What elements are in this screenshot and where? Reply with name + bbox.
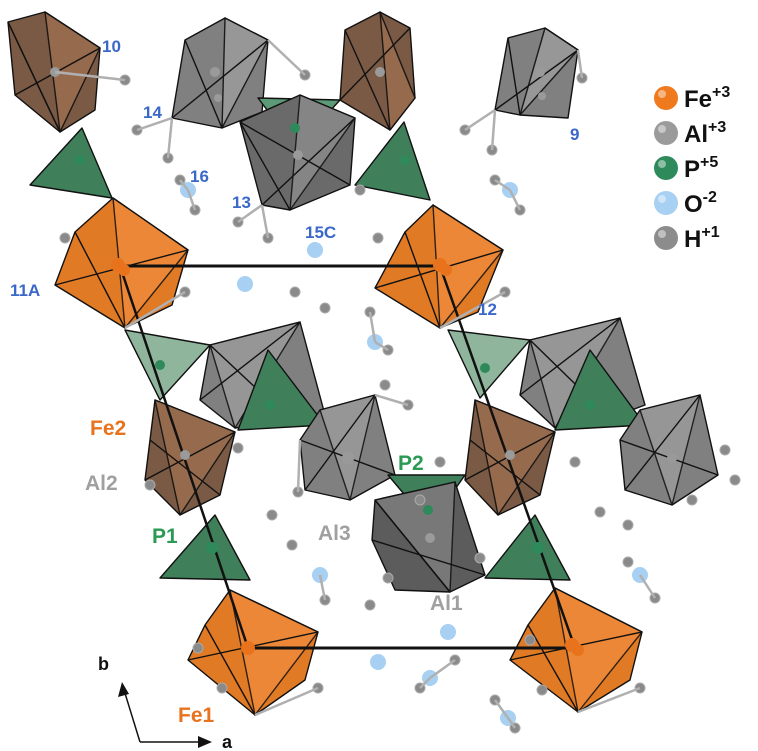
site-label-14: 14	[143, 103, 162, 122]
legend-item-o: O-2	[654, 189, 717, 218]
site-label-16: 16	[190, 167, 209, 186]
site-label-13: 13	[232, 193, 251, 212]
site-label-9: 9	[570, 125, 579, 144]
legend-label-fe: Fe+3	[684, 84, 730, 113]
tetrahedron-top-right	[354, 121, 431, 201]
legend-item-h: H+1	[654, 224, 720, 253]
fe-atoms	[111, 258, 584, 656]
site-label-15c: 15C	[305, 223, 336, 242]
al-atoms	[50, 67, 677, 543]
tetrahedron-p1	[159, 514, 251, 581]
legend-item-fe: Fe+3	[654, 84, 730, 113]
atom-label-al2: Al2	[85, 472, 118, 495]
h-bonds	[54, 39, 657, 729]
legend-label-al: Al+3	[684, 119, 726, 148]
legend-label-p: P+5	[684, 154, 718, 183]
atom-label-p1: P1	[152, 525, 178, 548]
octahedron-top-14	[171, 17, 269, 129]
atom-labels: Fe2 Al2 P2 P1 Al3 Al1 Fe1	[85, 417, 463, 727]
axis-label-b: b	[98, 654, 109, 674]
site-label-12: 12	[478, 300, 497, 319]
atom-label-al1: Al1	[430, 592, 463, 615]
octahedron-al3	[299, 394, 396, 501]
tetrahedron-right-upper	[447, 329, 531, 399]
b-axis-arrowhead	[118, 682, 129, 697]
legend-item-p: P+5	[654, 154, 718, 183]
atom-label-fe2: Fe2	[90, 417, 126, 440]
atom-label-fe1: Fe1	[178, 704, 215, 727]
legend-swatch-fe	[654, 86, 678, 110]
site-label-11a: 11A	[10, 281, 40, 300]
legend-item-al: Al+3	[654, 119, 726, 148]
atom-label-al3: Al3	[318, 522, 351, 545]
tetrahedron-mid-center	[237, 349, 326, 431]
legend-swatch-o	[654, 191, 678, 215]
tetrahedron-right-lower	[484, 514, 571, 581]
tetrahedron-right-mid	[554, 349, 646, 431]
legend-swatch-h	[654, 226, 678, 250]
legend-swatch-al	[654, 121, 678, 145]
tetrahedron-top-left	[29, 127, 113, 199]
polyhedra-layer	[7, 11, 719, 716]
axis-indicator: a b	[98, 654, 233, 751]
p-atoms	[75, 123, 595, 554]
element-legend: Fe+3 Al+3 P+5 O-2 H+1	[654, 84, 730, 253]
axis-label-a: a	[222, 732, 233, 751]
legend-label-h: H+1	[684, 224, 720, 253]
legend-swatch-p	[654, 156, 678, 180]
atom-label-p2: P2	[398, 452, 424, 475]
site-label-10: 10	[102, 37, 121, 56]
atoms-layer	[50, 39, 741, 734]
octahedron-right-lower	[619, 394, 719, 506]
site-labels: 10 14 9 16 13 15C 11A 12	[10, 37, 579, 319]
legend-label-o: O-2	[684, 189, 717, 218]
a-axis-arrowhead	[198, 736, 212, 748]
tetrahedron-mid-left	[124, 329, 211, 401]
